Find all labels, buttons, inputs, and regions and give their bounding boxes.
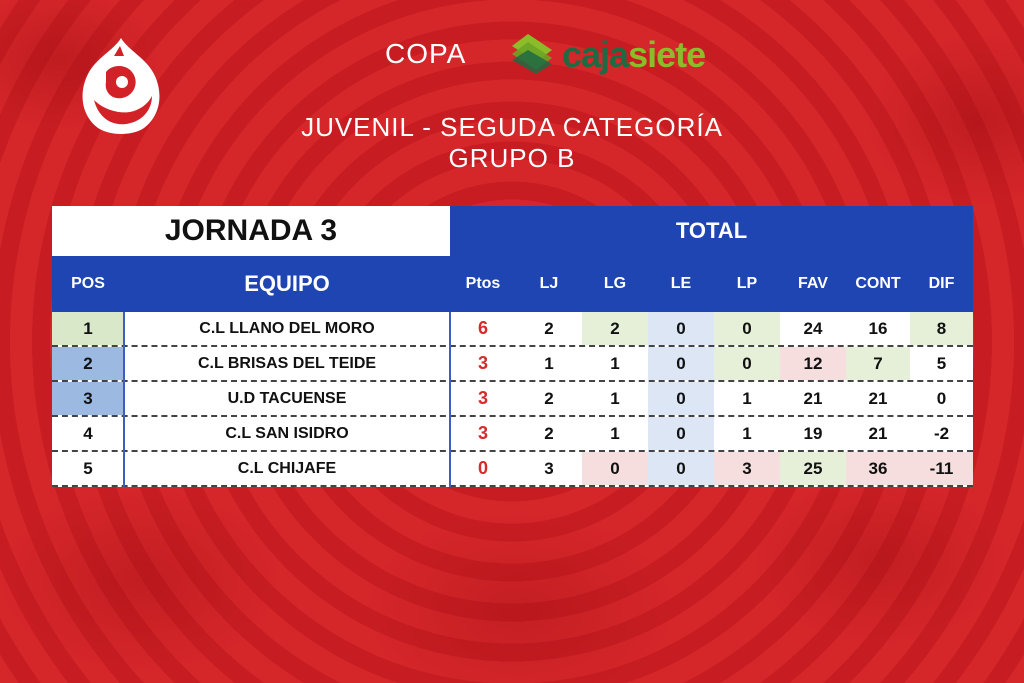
cell-fav: 25 (780, 452, 846, 485)
cell-le: 0 (648, 312, 714, 345)
subtitle-category: JUVENIL - SEGUDA CATEGORÍA (301, 112, 723, 142)
cell-lp: 1 (742, 423, 752, 443)
column-header-lp: LP (736, 275, 758, 292)
cell-pos: 4 (83, 423, 93, 443)
cell-pos: 3 (52, 382, 124, 415)
subtitle-group: GRUPO B (448, 143, 576, 173)
column-header-ptos: Ptos (465, 275, 501, 292)
cell-pos: 1 (52, 312, 124, 345)
column-header-lj: LJ (539, 275, 559, 292)
cell-lg: 0 (582, 452, 648, 485)
cell-dif: 8 (910, 312, 973, 345)
table-row: 3 U.D TACUENSE 3 2 1 0 1 21 21 0 (52, 382, 973, 417)
cell-ptos: 3 (477, 353, 488, 373)
cell-pos: 5 (83, 458, 93, 478)
cell-pos: 2 (52, 347, 124, 380)
column-header-lg: LG (603, 275, 627, 292)
cell-le: 0 (648, 347, 714, 380)
cell-cont: 36 (846, 452, 910, 485)
cell-equipo: C.L CHIJAFE (237, 459, 337, 477)
cell-le: 0 (648, 417, 714, 450)
cell-ptos: 0 (477, 458, 488, 478)
column-divider (123, 312, 125, 487)
cell-lp: 0 (714, 347, 780, 380)
standings-table: JORNADA 3 TOTAL POS EQUIPO Ptos LJ LG LE… (52, 206, 973, 487)
table-row: 1 C.L LLANO DEL MORO 6 2 2 0 0 24 16 8 (52, 312, 973, 347)
cell-le: 0 (648, 382, 714, 415)
column-header-row: POS EQUIPO Ptos LJ LG LE LP FAV CONT DIF (52, 256, 973, 312)
stacked-leaves-icon (508, 32, 556, 79)
cell-lg: 1 (610, 388, 620, 408)
cell-fav: 19 (803, 423, 823, 443)
club-logo-icon (76, 36, 166, 136)
sponsor-logo: cajasiete (508, 32, 748, 78)
column-divider (449, 312, 451, 487)
cell-fav: 24 (803, 318, 823, 338)
cell-dif: 5 (936, 353, 947, 373)
total-header: TOTAL (450, 206, 973, 256)
cell-fav: 21 (803, 388, 823, 408)
cell-cont: 21 (868, 423, 888, 443)
table-row: 5 C.L CHIJAFE 0 3 0 0 3 25 36 -11 (52, 452, 973, 487)
cell-equipo: C.L LLANO DEL MORO (199, 319, 375, 337)
column-header-fav: FAV (798, 275, 828, 292)
cell-ptos: 6 (477, 318, 488, 338)
cell-ptos: 3 (477, 388, 488, 408)
cell-cont: 21 (868, 388, 888, 408)
column-header-pos: POS (71, 275, 105, 292)
cell-lg: 1 (610, 353, 620, 373)
cell-lp: 3 (714, 452, 780, 485)
cell-lj: 2 (544, 388, 554, 408)
cell-cont: 7 (846, 347, 910, 380)
cell-ptos: 3 (477, 423, 488, 443)
cell-dif: -11 (910, 452, 973, 485)
cell-le: 0 (648, 452, 714, 485)
cell-equipo: C.L SAN ISIDRO (225, 424, 349, 442)
cell-lg: 1 (610, 423, 620, 443)
cell-lj: 2 (544, 318, 554, 338)
cell-cont: 16 (868, 318, 888, 338)
column-header-dif: DIF (928, 275, 955, 292)
sponsor-name-main: caja (562, 34, 629, 75)
cell-equipo: U.D TACUENSE (227, 389, 347, 407)
cell-dif: 0 (936, 388, 947, 408)
header-copa: COPA (385, 38, 467, 69)
column-header-cont: CONT (855, 275, 901, 292)
table-row: 4 C.L SAN ISIDRO 3 2 1 0 1 19 21 -2 (52, 417, 973, 452)
column-header-le: LE (670, 275, 692, 292)
cell-lp: 0 (714, 312, 780, 345)
cell-lp: 1 (742, 388, 752, 408)
cell-equipo: C.L BRISAS DEL TEIDE (197, 354, 377, 372)
sponsor-name-accent: siete (628, 34, 706, 75)
table-row: 2 C.L BRISAS DEL TEIDE 3 1 1 0 0 12 7 5 (52, 347, 973, 382)
cell-dif: -2 (933, 423, 950, 443)
sponsor-name: cajasiete (562, 34, 706, 76)
jornada-title: JORNADA 3 (52, 206, 450, 256)
column-header-equipo: EQUIPO (244, 271, 330, 296)
cell-lj: 1 (544, 353, 554, 373)
cell-lg: 2 (582, 312, 648, 345)
cell-lj: 2 (544, 423, 554, 443)
cell-fav: 12 (780, 347, 846, 380)
cell-lj: 3 (544, 458, 554, 478)
